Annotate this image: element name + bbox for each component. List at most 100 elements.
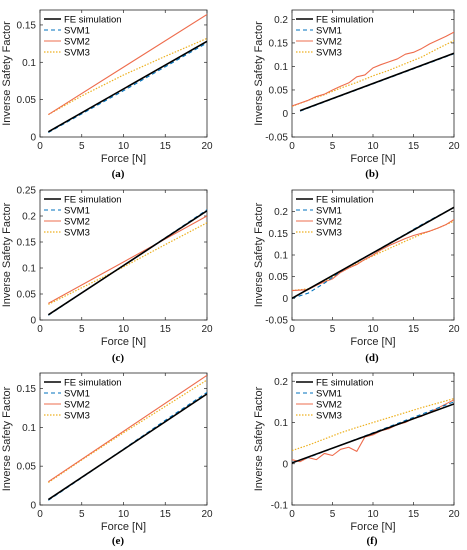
series-group — [292, 397, 454, 464]
y-tick-label: 0.15 — [17, 238, 37, 249]
series-line-svm2 — [48, 14, 207, 116]
x-tick-label: 0 — [37, 509, 43, 520]
y-tick-label: 0.15 — [269, 38, 289, 49]
series-group — [47, 374, 207, 501]
legend-label: SVM3 — [316, 410, 342, 421]
x-tick-label: 10 — [367, 509, 379, 520]
legend-label: SVM3 — [64, 47, 90, 58]
y-tick-label: -0.05 — [265, 133, 288, 144]
x-tick-label: 10 — [118, 324, 130, 335]
x-tick-label: 15 — [160, 141, 172, 152]
y-tick-label: 0.1 — [274, 251, 288, 262]
legend-label: SVM1 — [64, 388, 90, 399]
series-line-svm1 — [48, 42, 207, 134]
legend-label: SVM2 — [64, 36, 90, 47]
x-tick-label: 20 — [448, 141, 460, 152]
y-tick-label: -0.05 — [265, 316, 288, 327]
series-line-fe-simulation — [292, 206, 454, 300]
x-tick-label: 15 — [160, 509, 172, 520]
x-axis-label: Force [N] — [101, 336, 146, 348]
y-tick-label: 0 — [30, 133, 36, 144]
legend-label: SVM3 — [316, 227, 342, 238]
x-tick-label: 20 — [201, 324, 213, 335]
y-tick-label: 0.2 — [274, 377, 288, 388]
panel-caption: (f) — [367, 535, 378, 547]
y-tick-label: 0.1 — [274, 62, 288, 73]
y-tick-label: 0 — [282, 109, 288, 120]
panel-caption: (a) — [112, 168, 125, 180]
x-tick-label: 20 — [201, 141, 213, 152]
plot-area — [291, 372, 455, 506]
panel-caption: (d) — [365, 352, 379, 364]
y-tick-label: -0.1 — [271, 501, 289, 512]
y-tick-label: 0.05 — [17, 95, 37, 106]
x-tick-label: 20 — [448, 509, 460, 520]
x-tick-label: 10 — [367, 141, 379, 152]
plot-area — [291, 9, 455, 138]
x-tick-label: 15 — [160, 324, 172, 335]
legend-label: FE simulation — [64, 14, 122, 25]
y-tick-label: 0.15 — [17, 20, 37, 31]
legend-label: SVM2 — [64, 216, 90, 227]
series-group — [292, 31, 454, 112]
series-line-svm3 — [48, 222, 207, 305]
legend-label: SVM2 — [316, 36, 342, 47]
panel-caption: (e) — [112, 535, 125, 547]
series-line-svm2 — [48, 374, 207, 483]
legend-label: SVM1 — [316, 25, 342, 36]
legend-label: SVM2 — [64, 399, 90, 410]
legend-label: SVM3 — [64, 227, 90, 238]
y-axis-label: Inverse Safety Factor — [1, 202, 13, 307]
legend-label: SVM3 — [64, 410, 90, 421]
y-tick-label: 0.1 — [22, 58, 36, 69]
series-line-svm2 — [292, 31, 454, 107]
y-tick-label: 0.05 — [17, 462, 37, 473]
series-line-svm2 — [48, 215, 207, 304]
series-line-svm3 — [292, 40, 454, 107]
x-tick-label: 15 — [408, 509, 420, 520]
y-axis-label: Inverse Safety Factor — [1, 386, 13, 491]
x-tick-label: 10 — [118, 509, 130, 520]
legend-label: FE simulation — [316, 194, 374, 205]
legend-label: SVM1 — [64, 25, 90, 36]
y-tick-label: 0.25 — [17, 186, 37, 197]
y-tick-label: 0.1 — [274, 418, 288, 429]
y-axis-label: Inverse Safety Factor — [253, 386, 265, 491]
series-line-svm3 — [292, 397, 454, 452]
chart-panel: 0 5 10 15 20 0 0.05 0.1 0.15 Force [N] Inverse Saf… — [1, 9, 213, 180]
x-tick-label: 0 — [289, 141, 295, 152]
x-axis-label: Force [N] — [350, 336, 395, 348]
x-axis-label: Force [N] — [101, 153, 146, 165]
x-tick-label: 20 — [448, 324, 460, 335]
x-tick-label: 5 — [79, 509, 85, 520]
x-tick-label: 0 — [37, 141, 43, 152]
plot-area — [39, 9, 208, 138]
plot-area — [39, 189, 208, 321]
legend-label: SVM3 — [316, 47, 342, 58]
legend-label: SVM2 — [316, 399, 342, 410]
x-tick-label: 10 — [367, 324, 379, 335]
series-group — [47, 209, 207, 316]
legend-label: SVM1 — [316, 388, 342, 399]
x-tick-label: 5 — [330, 141, 336, 152]
y-tick-label: 0.15 — [17, 384, 37, 395]
series-line-svm3 — [48, 37, 207, 116]
y-tick-label: 0.15 — [269, 229, 289, 240]
x-axis-label: Force [N] — [101, 521, 146, 533]
series-line-fe-simulation — [292, 403, 454, 464]
x-axis-label: Force [N] — [350, 153, 395, 165]
series-line-fe-simulation — [299, 52, 454, 112]
x-tick-label: 5 — [330, 324, 336, 335]
x-tick-label: 0 — [37, 324, 43, 335]
y-tick-label: 0.1 — [22, 423, 36, 434]
series-line-svm2 — [292, 219, 454, 292]
x-tick-label: 5 — [79, 324, 85, 335]
series-group — [292, 206, 454, 300]
